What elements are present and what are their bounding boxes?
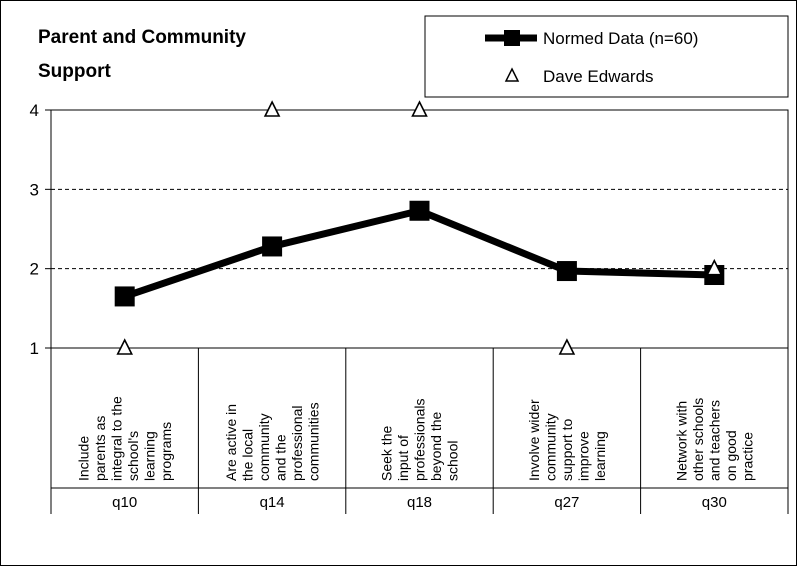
category-code-label: q30 <box>702 494 727 511</box>
category-label-line: and the <box>272 434 288 481</box>
category-label-line: Seek the <box>379 426 395 481</box>
y-tick-label: 2 <box>30 260 39 279</box>
y-tick-label: 3 <box>30 180 39 199</box>
series-layer <box>114 100 725 355</box>
category-label-line: practice <box>739 432 755 481</box>
legend-label-normed: Normed Data (n=60) <box>543 29 698 48</box>
category-label-line: integral to the <box>108 396 124 481</box>
data-point-square <box>114 286 135 307</box>
data-point-triangle <box>116 338 133 355</box>
plot-area-border <box>50 109 789 349</box>
category-label-line: parents as <box>92 416 108 481</box>
legend-marker-square <box>504 30 520 46</box>
grid-layer <box>51 188 788 270</box>
category-label-line: the local <box>239 429 255 481</box>
category-label-line: support to <box>559 419 575 481</box>
category-label-line: Include <box>75 436 91 481</box>
category-code-label: q27 <box>554 494 579 511</box>
legend-marker-triangle <box>504 67 520 82</box>
category-label-line: community <box>542 413 558 481</box>
category-label-line: communities <box>305 402 321 481</box>
category-label-line: other schools <box>690 398 706 481</box>
data-point-triangle <box>558 338 576 355</box>
chart-title-line-1: Parent and Community <box>38 27 246 48</box>
category-label-line: improve <box>575 431 591 481</box>
data-point-square <box>262 236 283 257</box>
data-point-square <box>409 200 430 221</box>
category-layer: Include parents as integral to the school's… <box>50 348 789 514</box>
category-label-group: Are active in the local community and the pr… <box>223 402 322 481</box>
category-label-line: school <box>445 441 461 481</box>
category-label-line: community <box>256 413 272 481</box>
category-label-line: programs <box>158 422 174 481</box>
axis-layer: 1 2 3 4 <box>30 101 789 358</box>
legend-label-dave: Dave Edwards <box>543 67 654 86</box>
category-label-line: input of <box>395 435 411 481</box>
series-line-0 <box>123 207 715 300</box>
category-label-line: Network with <box>673 401 689 481</box>
y-tick-label: 1 <box>30 339 39 358</box>
legend-box <box>424 15 789 98</box>
category-label-line: learning <box>592 431 608 481</box>
data-point-square <box>556 261 577 282</box>
data-point-triangle <box>263 100 281 117</box>
category-code-label: q18 <box>407 494 432 511</box>
category-label-line: professional <box>289 406 305 482</box>
category-label-line: on good <box>723 430 739 481</box>
category-label-line: professionals <box>412 399 428 482</box>
category-label-line: learning <box>141 431 157 481</box>
data-point-triangle <box>411 100 428 117</box>
category-code-label: q14 <box>260 494 285 511</box>
category-code-label: q10 <box>112 494 137 511</box>
category-label-group: Involve wider community support to improve l… <box>526 399 608 481</box>
category-label-line: Are active in <box>223 404 239 481</box>
category-label-group: Network with other schools and teachers on … <box>673 398 755 481</box>
category-label-line: school's <box>125 431 141 481</box>
y-tick-label: 4 <box>30 101 39 120</box>
chart-title-line-2: Support <box>38 61 111 82</box>
category-label-group: Seek the input of professionals beyond the s… <box>379 399 461 482</box>
category-label-group: Include parents as integral to the school's… <box>75 396 174 481</box>
category-label-line: beyond the <box>428 412 444 481</box>
category-label-line: Involve wider <box>526 399 542 481</box>
data-point-triangle <box>706 258 723 276</box>
category-label-line: and teachers <box>706 400 722 481</box>
